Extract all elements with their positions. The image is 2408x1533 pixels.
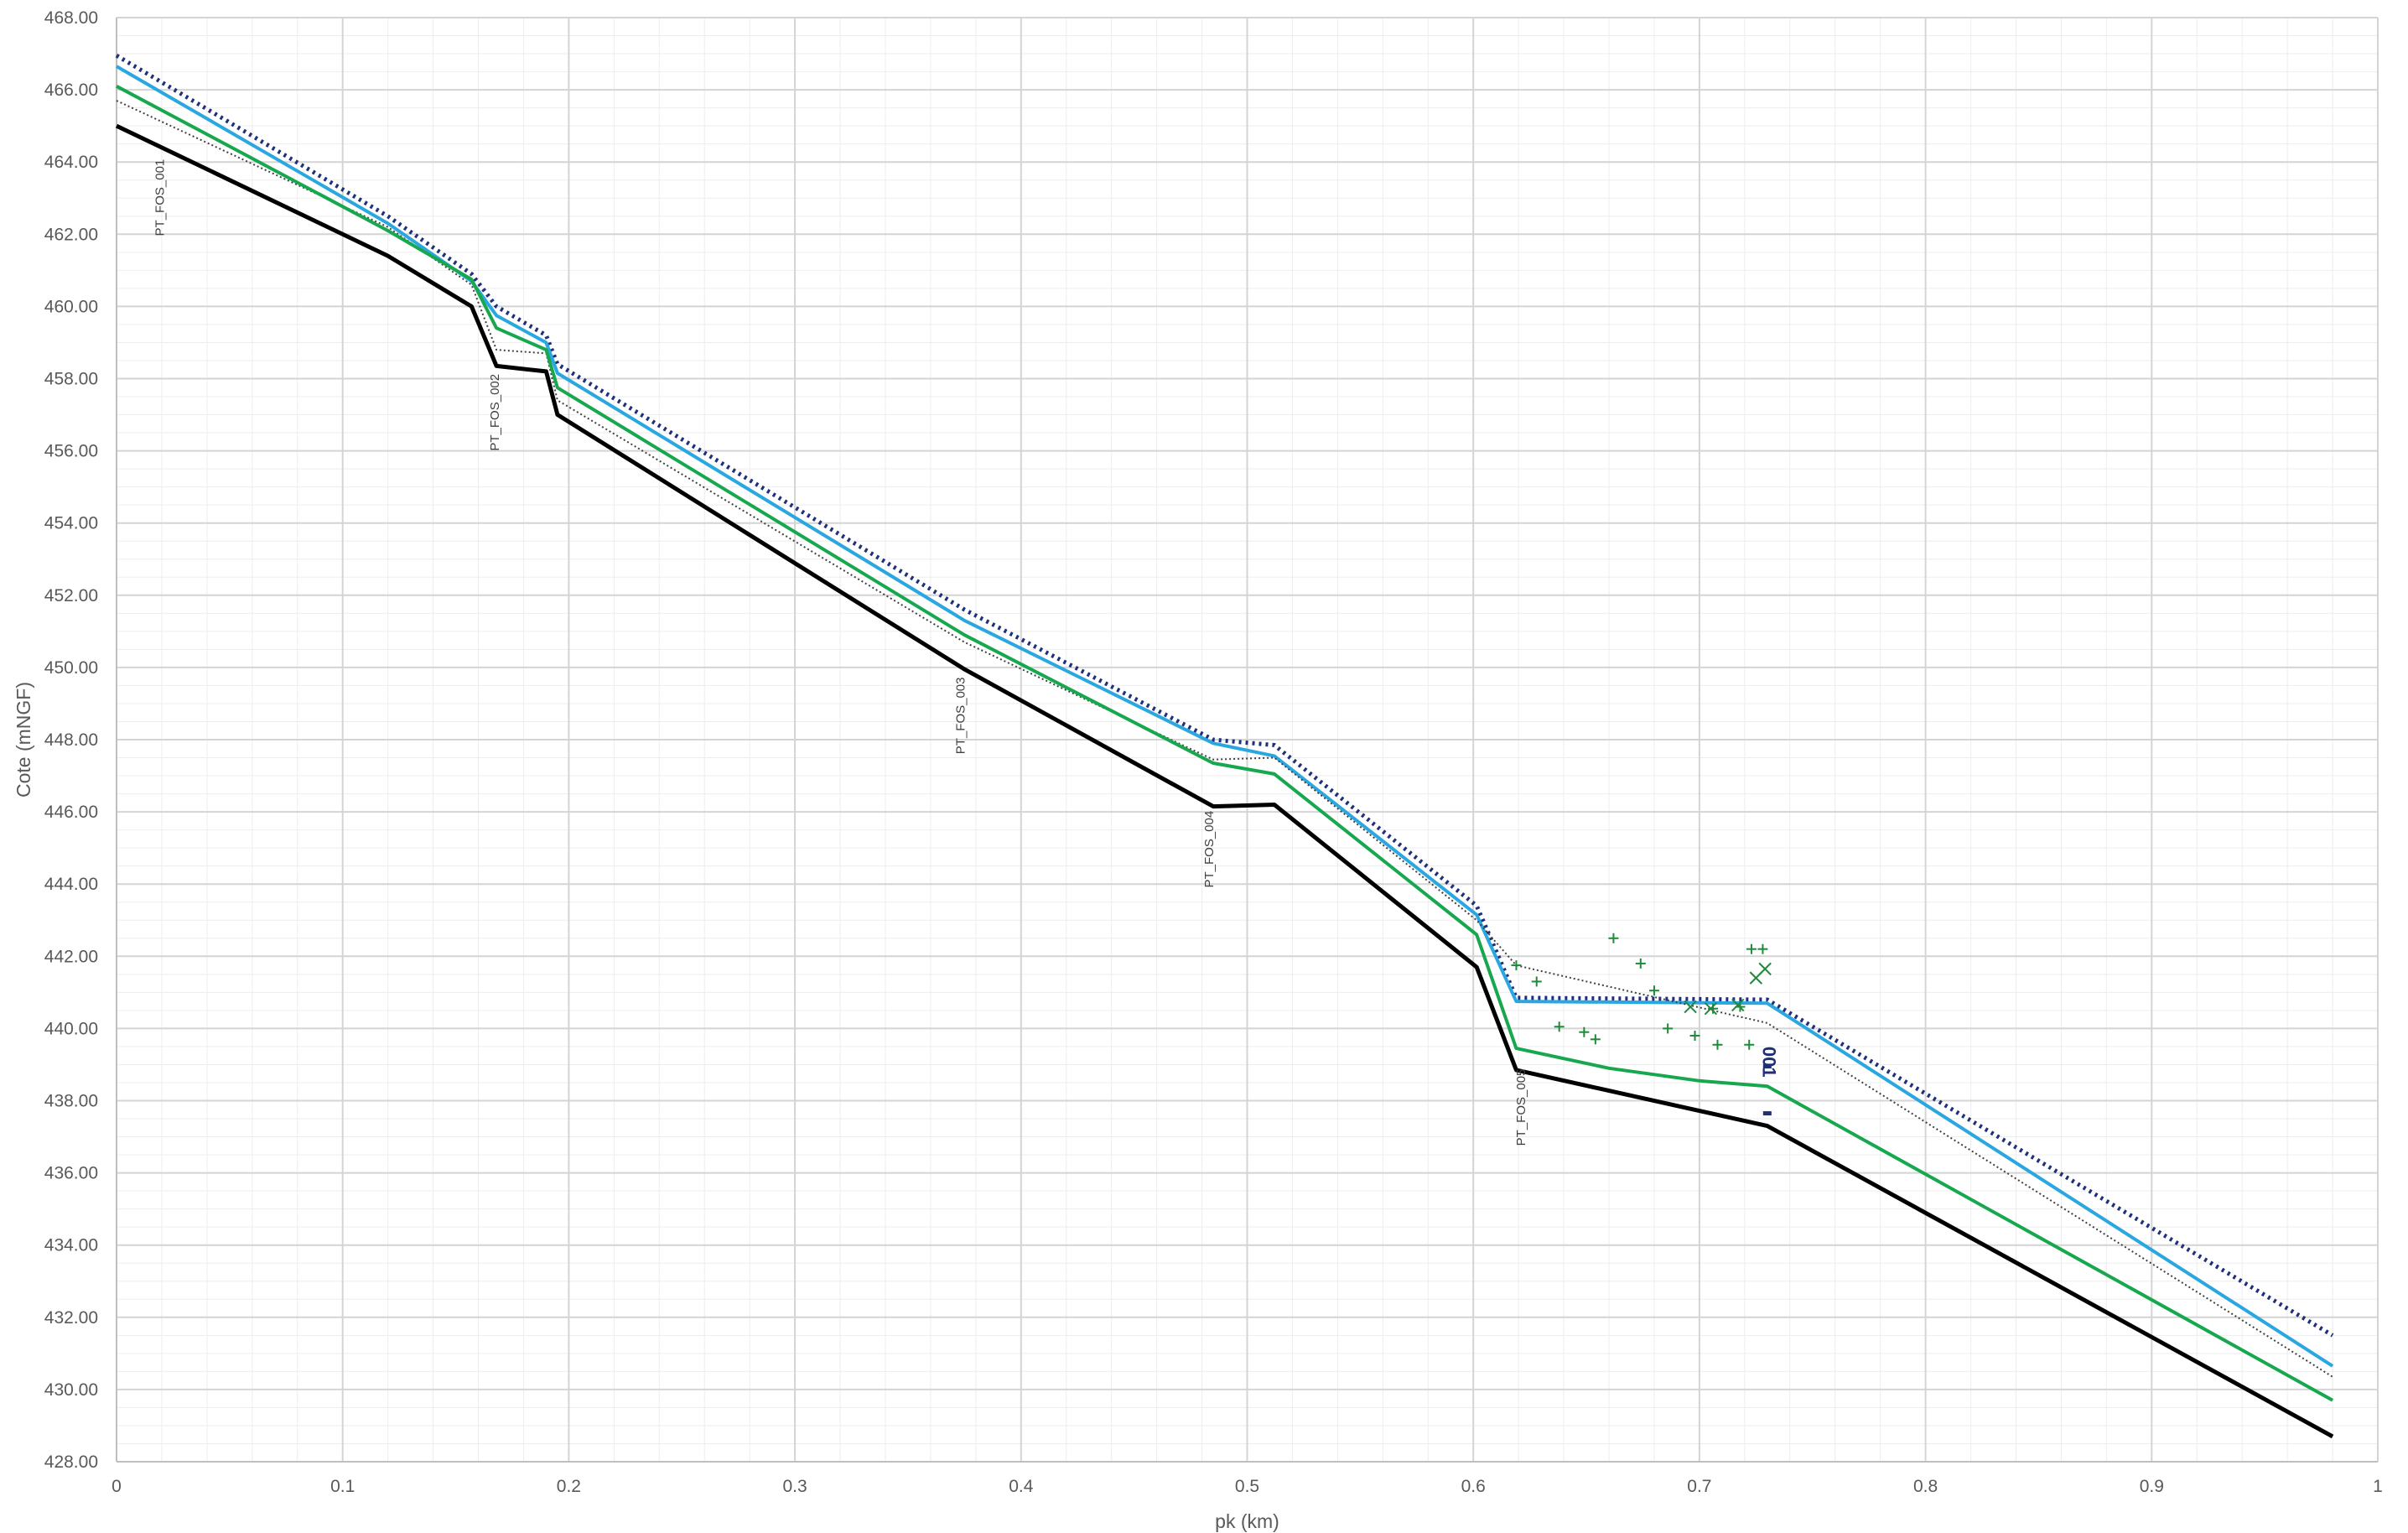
plus-marker: [1648, 985, 1659, 996]
y-tick-label: 428.00: [44, 1452, 98, 1472]
y-tick-label: 434.00: [44, 1236, 98, 1255]
y-tick-label: 452.00: [44, 586, 98, 605]
y-tick-label: 448.00: [44, 730, 98, 750]
series-line-5: [115, 123, 2334, 1439]
y-tick-label: 450.00: [44, 658, 98, 678]
x-marker-b: [1684, 1000, 1697, 1014]
series-lines: [115, 54, 2334, 1439]
y-tick-label: 438.00: [44, 1092, 98, 1111]
plus-marker: [1608, 933, 1619, 943]
station-label: PT_FOS_004: [1202, 811, 1217, 888]
y-tick-label: 432.00: [44, 1308, 98, 1328]
x-tick-label: 0.3: [782, 1477, 807, 1496]
plus-marker: [1712, 1039, 1723, 1050]
x-marker: [1684, 1000, 1697, 1014]
plus-marker: [1531, 976, 1542, 987]
y-tick-label: 462.00: [44, 225, 98, 244]
x-tick-label: 0.8: [1913, 1477, 1938, 1496]
y-tick-label: 468.00: [44, 8, 98, 28]
y-tick-label: 446.00: [44, 803, 98, 822]
x-axis-title: pk (km): [1215, 1510, 1279, 1532]
y-tick-label: 444.00: [44, 875, 98, 894]
y-tick-label: 454.00: [44, 514, 98, 533]
x-tick-label: 0.2: [557, 1477, 581, 1496]
x-marker-b: [1731, 998, 1745, 1012]
y-tick-label: 466.00: [44, 81, 98, 100]
plus-marker: [1757, 943, 1768, 954]
y-tick-label: 458.00: [44, 370, 98, 389]
station-label: PT_FOS_003: [953, 678, 968, 755]
series-line-1: [115, 54, 2334, 1338]
y-axis-title: Cote (mNGF): [13, 682, 34, 798]
plus-marker: [1744, 1039, 1755, 1050]
x-tick-label: 0.4: [1009, 1477, 1034, 1496]
plus-marker: [1663, 1023, 1674, 1034]
major-gridlines: [116, 17, 2379, 1463]
y-tick-label: 440.00: [44, 1019, 98, 1038]
tick-labels: 428.00 430.00 432.00 434.00 436.00 438.00 440.…: [44, 8, 2383, 1496]
station-label: PT_FOS_002: [488, 374, 502, 451]
x-tick-label: 0: [112, 1477, 122, 1496]
axes: [116, 18, 2378, 1463]
x-tick-label: 1: [2373, 1477, 2383, 1496]
plus-marker: [1689, 1031, 1700, 1042]
data-annotations: PT_FOS_001 PT_FOS_002 PT_FOS_003 PT_FOS_004…: [153, 159, 1780, 1146]
x-marker-b: [1758, 962, 1772, 976]
plus-marker: [1590, 1034, 1601, 1045]
plus-marker: [1511, 960, 1522, 971]
y-tick-label: 442.00: [44, 947, 98, 966]
series-line-4: [116, 85, 2334, 1402]
blue-label: 001: [1758, 1047, 1779, 1078]
y-tick-label: 430.00: [44, 1380, 98, 1400]
x-tick-label: 0.5: [1235, 1477, 1259, 1496]
station-label: PT_FOS_005: [1514, 1069, 1528, 1146]
y-tick-label: 456.00: [44, 442, 98, 461]
plus-marker: [1635, 958, 1646, 969]
y-tick-label: 436.00: [44, 1164, 98, 1183]
station-label: PT_FOS_001: [153, 159, 168, 236]
x-marker: [1758, 962, 1772, 976]
x-tick-label: 0.7: [1687, 1477, 1711, 1496]
x-tick-label: 0.1: [330, 1477, 355, 1496]
x-tick-label: 0.9: [2140, 1477, 2164, 1496]
plus-marker: [1746, 943, 1757, 954]
x-tick-label: 0.6: [1461, 1477, 1486, 1496]
plus-marker: [1579, 1026, 1590, 1037]
y-tick-label: 460.00: [44, 297, 98, 316]
x-marker: [1731, 998, 1745, 1012]
scatter-markers: [1511, 933, 1772, 1116]
x-marker-b: [1704, 1002, 1718, 1016]
x-marker: [1704, 1002, 1718, 1016]
plus-marker: [1554, 1021, 1565, 1032]
y-tick-label: 464.00: [44, 153, 98, 172]
